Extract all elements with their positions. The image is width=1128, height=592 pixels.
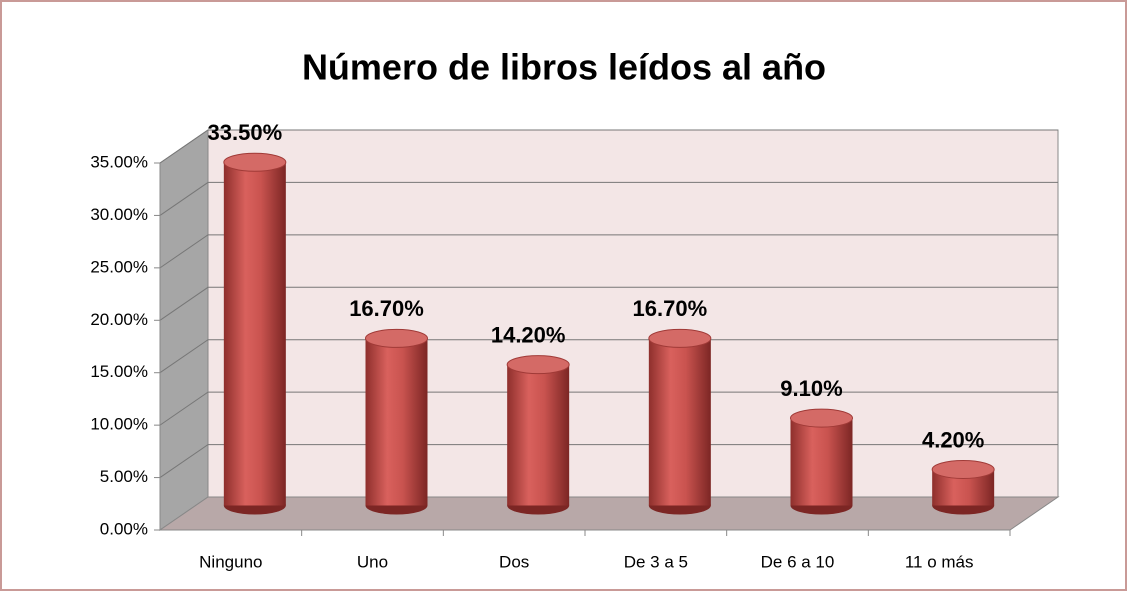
bar xyxy=(507,364,570,506)
grid-line xyxy=(159,391,1058,426)
y-tick-label: 5.00% xyxy=(100,467,148,486)
bar xyxy=(365,338,428,506)
value-label: 4.20% xyxy=(922,427,984,452)
grid-line xyxy=(159,129,1058,164)
y-tick-label: 30.00% xyxy=(90,205,148,224)
grid-line xyxy=(159,181,1058,216)
y-tick-label: 0.00% xyxy=(100,519,148,538)
bar-top xyxy=(506,355,570,375)
bar xyxy=(223,162,286,506)
y-tick-label: 15.00% xyxy=(90,362,148,381)
bar-top xyxy=(790,408,853,428)
grid-line xyxy=(159,444,1058,478)
bar-top xyxy=(223,152,287,172)
x-tick-label: Dos xyxy=(499,552,529,571)
x-tick-label: Uno xyxy=(357,552,388,571)
value-label: 16.70% xyxy=(633,296,708,321)
grid-line xyxy=(159,286,1058,321)
grid-line xyxy=(159,339,1058,374)
y-tick-label: 35.00% xyxy=(90,152,148,171)
x-tick-label: Ninguno xyxy=(199,552,262,571)
value-label: 14.20% xyxy=(491,322,566,347)
x-tick-label: De 6 a 10 xyxy=(761,552,835,571)
bar-top xyxy=(931,459,995,479)
y-tick-label: 25.00% xyxy=(90,257,148,276)
value-label: 16.70% xyxy=(349,296,424,321)
value-label: 33.50% xyxy=(208,120,283,145)
y-tick-label: 10.00% xyxy=(90,415,148,434)
bar-top xyxy=(648,328,712,348)
x-tick-label: De 3 a 5 xyxy=(624,552,688,571)
value-label: 9.10% xyxy=(780,376,842,401)
y-tick-label: 20.00% xyxy=(90,310,148,329)
floor xyxy=(158,496,1060,531)
chart-title: Número de libros leídos al año xyxy=(302,47,826,88)
bar xyxy=(648,338,711,506)
x-tick-label: 11 o más xyxy=(905,552,974,571)
bar-top xyxy=(365,328,428,348)
side-wall xyxy=(159,129,209,531)
bar xyxy=(790,418,853,506)
grid-line xyxy=(159,234,1058,269)
